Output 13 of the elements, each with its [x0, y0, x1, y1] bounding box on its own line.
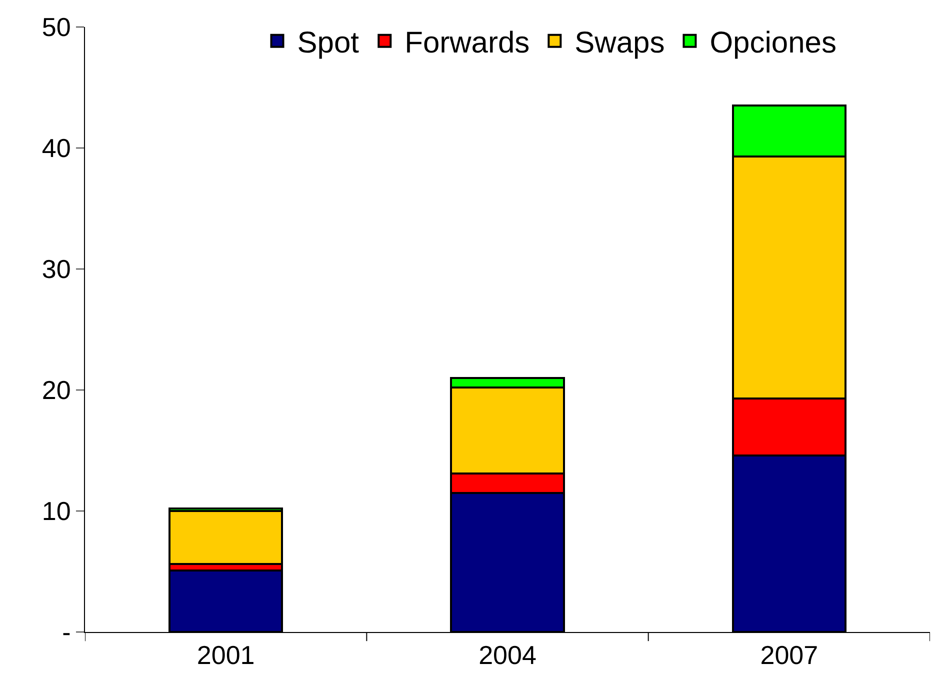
legend-label: Spot [297, 26, 360, 60]
y-tick-label: 30 [42, 254, 71, 284]
legend-label: Opciones [710, 26, 836, 60]
x-tick-label: 2001 [196, 640, 255, 670]
y-tick-label: 10 [42, 496, 71, 526]
y-tick-label: 50 [42, 12, 71, 42]
y-tick-label: 20 [42, 375, 71, 406]
y-tick-label: - [62, 617, 71, 648]
legend-label: Swaps [574, 26, 665, 60]
x-tick-label: 2004 [478, 640, 536, 670]
legend-label: Forwards [404, 26, 530, 60]
y-tick-label: 40 [42, 133, 71, 164]
x-tick-label: 2007 [760, 640, 818, 670]
